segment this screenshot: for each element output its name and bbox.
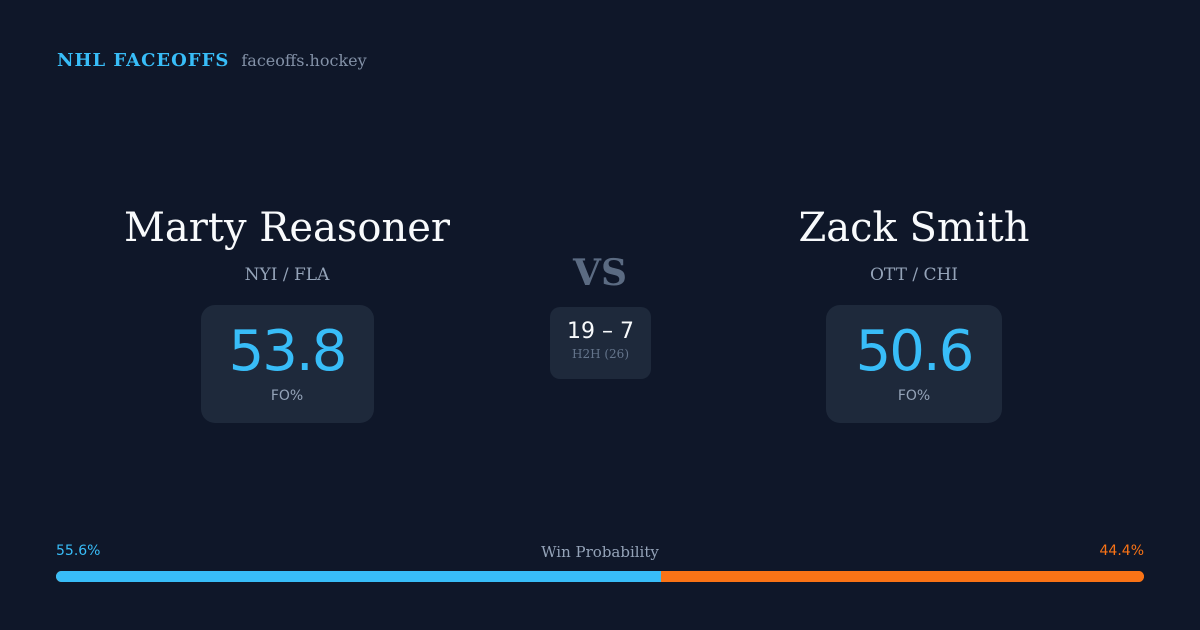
win-probability-bar [56,571,1144,582]
brand: NHL FACEOFFS faceoffs.hockey [57,50,367,71]
player-left: Marty Reasoner NYI / FLA 53.8 FO% [77,205,497,423]
player-teams: NYI / FLA [244,265,330,285]
faceoff-pct-card: 53.8 FO% [200,305,374,423]
h2h-label: H2H (26) [571,347,629,361]
player-right: Zack Smith OTT / CHI 50.6 FO% [704,205,1124,423]
vs-label: VS [573,252,627,294]
faceoff-pct-card: 50.6 FO% [826,305,1002,423]
brand-title: NHL FACEOFFS [57,50,230,71]
player-name: Marty Reasoner [123,205,451,251]
win-probability: 55.6% Win Probability 44.4% [56,543,1144,582]
right-win-pct: 44.4% [1099,543,1144,559]
h2h-score: 19 – 7 [567,319,634,344]
faceoff-pct-value: 50.6 [855,319,975,384]
faceoff-pct-label: FO% [270,388,304,404]
left-win-pct: 55.6% [56,543,101,559]
right-win-fill [660,571,1144,582]
faceoff-pct-value: 53.8 [228,319,348,384]
faceoff-pct-label: FO% [897,388,931,404]
win-probability-label: Win Probability [541,543,659,561]
head-to-head-card: 19 – 7 H2H (26) [550,307,651,379]
brand-domain: faceoffs.hockey [241,51,367,70]
player-name: Zack Smith [798,205,1030,251]
left-win-fill [56,571,661,582]
player-teams: OTT / CHI [869,265,958,285]
